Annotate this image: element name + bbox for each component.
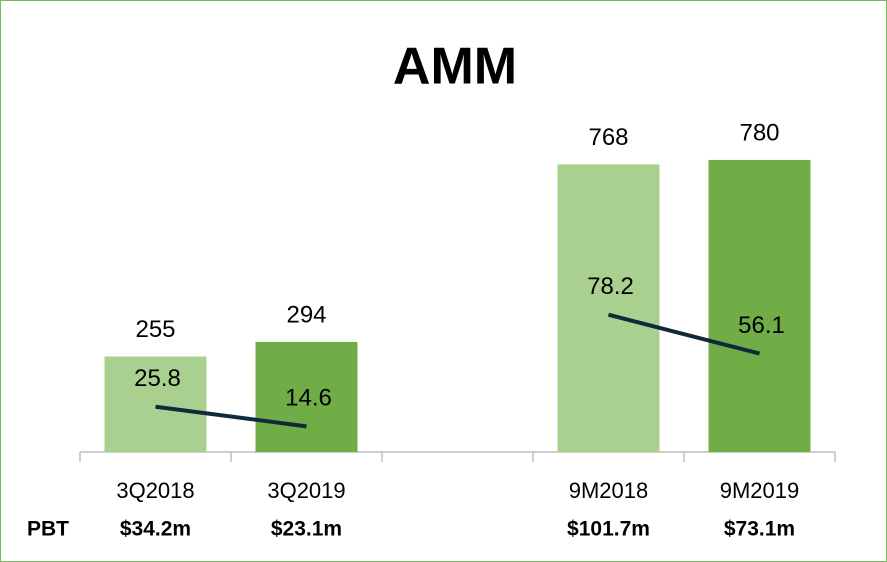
x-tick-label: 3Q2019 (267, 478, 345, 503)
line-label: 14.6 (285, 385, 332, 412)
bar-label: 768 (588, 124, 628, 151)
line-label: 25.8 (134, 365, 181, 392)
bar (255, 341, 358, 452)
x-tick-label: 9M2019 (720, 478, 800, 503)
line-label: 78.2 (587, 273, 634, 300)
bar (708, 159, 811, 452)
row-label: PBT (27, 518, 69, 541)
row-value: $101.7m (567, 518, 650, 541)
x-tick-label: 9M2018 (569, 478, 649, 503)
line-label: 56.1 (738, 312, 785, 339)
row-value: $23.1m (271, 518, 342, 541)
chart-title: AMM (393, 38, 517, 96)
bar-label: 780 (739, 119, 779, 146)
row-value: $34.2m (120, 518, 191, 541)
bar (104, 356, 207, 452)
bar-label: 255 (135, 316, 175, 343)
bar-label: 294 (286, 301, 326, 328)
x-tick-label: 3Q2018 (116, 478, 194, 503)
bar (557, 164, 660, 452)
line (155, 312, 760, 429)
row-value: $73.1m (724, 518, 795, 541)
